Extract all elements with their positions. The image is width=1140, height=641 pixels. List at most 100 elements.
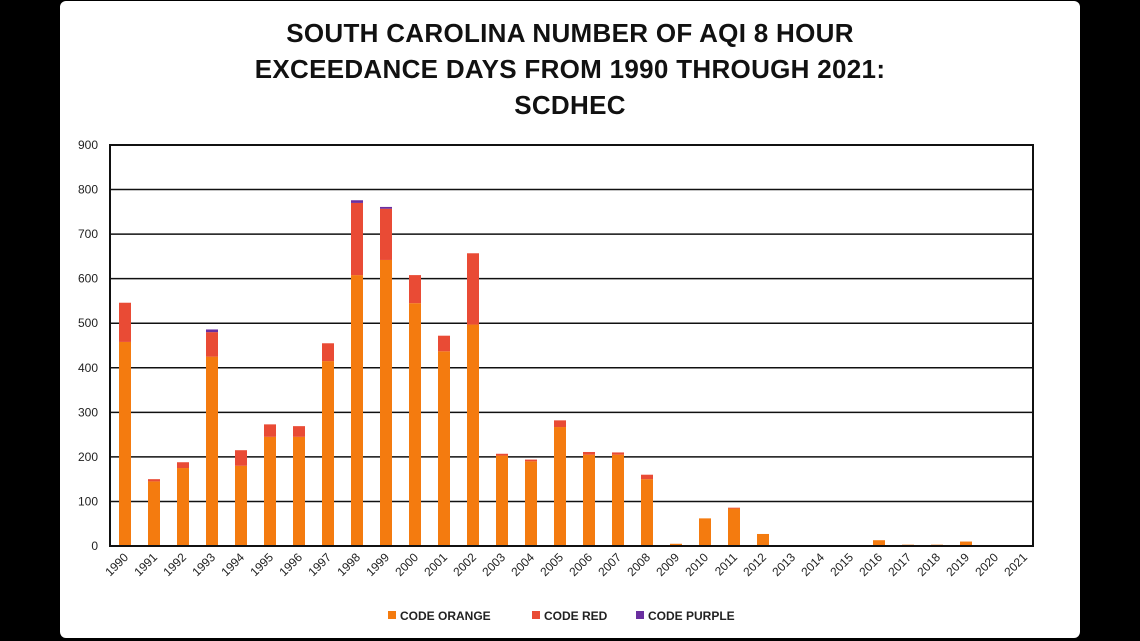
x-tick-label: 2014 — [798, 550, 827, 579]
bar-segment — [409, 303, 421, 546]
x-tick-label: 1997 — [305, 550, 334, 579]
bar-segment — [641, 474, 653, 480]
x-tick-label: 2019 — [943, 550, 972, 579]
bar-segment — [351, 275, 363, 546]
bar-segment — [380, 259, 392, 546]
y-tick-label: 500 — [78, 316, 98, 330]
bar-segment — [670, 543, 682, 546]
bar-segment — [235, 450, 247, 466]
bar-segment — [583, 451, 595, 455]
x-tick-label: 2013 — [769, 550, 798, 579]
x-tick-label: 1991 — [131, 550, 160, 579]
x-tick-label: 2020 — [972, 550, 1001, 579]
bar-segment — [293, 436, 305, 546]
chart-card: SOUTH CAROLINA NUMBER OF AQI 8 HOUR EXCE… — [60, 1, 1080, 638]
bar-segment — [467, 253, 479, 325]
bar-segment — [496, 453, 508, 456]
x-tick-label: 1998 — [334, 550, 363, 579]
y-tick-label: 100 — [78, 494, 98, 508]
bar-segment — [554, 427, 566, 546]
x-tick-label: 1993 — [189, 550, 218, 579]
bar-segment — [206, 329, 218, 333]
legend-label: CODE PURPLE — [648, 609, 735, 623]
legend: CODE ORANGE CODE RED CODE PURPLE — [388, 609, 735, 623]
x-tick-label: 2012 — [740, 550, 769, 579]
x-tick-label: 1999 — [363, 550, 392, 579]
bar-segment — [264, 424, 276, 437]
bar-segment — [293, 426, 305, 437]
bar-segment — [177, 468, 189, 546]
x-tick-label: 1995 — [247, 550, 276, 579]
y-tick-label: 400 — [78, 361, 98, 375]
bar-segment — [438, 335, 450, 352]
y-tick-label: 900 — [78, 138, 98, 152]
bar-segment — [119, 341, 131, 546]
bar-segment — [206, 356, 218, 546]
bar-segment — [728, 507, 740, 509]
x-tick-label: 2007 — [595, 550, 624, 579]
bar-segment — [554, 420, 566, 428]
bar-segment — [873, 540, 885, 546]
legend-swatch — [636, 611, 644, 619]
x-tick-label: 2015 — [827, 550, 856, 579]
bar-segment — [322, 343, 334, 362]
x-tick-label: 1996 — [276, 550, 305, 579]
x-tick-label: 2004 — [508, 550, 537, 579]
bar-segment — [728, 508, 740, 546]
legend-swatch — [532, 611, 540, 619]
y-tick-label: 200 — [78, 450, 98, 464]
bar-segment — [322, 361, 334, 546]
bar-segment — [119, 302, 131, 342]
bar-segment — [351, 202, 363, 276]
y-tick-label: 800 — [78, 183, 98, 197]
chart-title-line-1: SOUTH CAROLINA NUMBER OF AQI 8 HOUR — [286, 18, 854, 48]
x-tick-label: 2016 — [856, 550, 885, 579]
x-tick-label: 2021 — [1001, 550, 1030, 579]
x-tick-label: 2017 — [885, 550, 914, 579]
chart-title: SOUTH CAROLINA NUMBER OF AQI 8 HOUR EXCE… — [60, 15, 1080, 123]
bar-segment — [467, 324, 479, 546]
bar-segment — [438, 351, 450, 546]
x-axis-ticks: 1990 1991 1992 1993 1994 1995 1996 1997 1998 1999… — [102, 550, 1030, 579]
x-tick-label: 2002 — [450, 550, 479, 579]
bar-segment — [612, 452, 624, 455]
y-axis-ticks: 0 100 200 300 400 500 600 700 800 900 — [78, 138, 98, 553]
x-tick-label: 2006 — [566, 550, 595, 579]
bar-segment — [641, 479, 653, 546]
bar-segment — [380, 208, 392, 260]
x-tick-label: 1990 — [102, 550, 131, 579]
bar-segment — [206, 332, 218, 357]
x-tick-label: 2008 — [624, 550, 653, 579]
bar-segment — [612, 454, 624, 546]
bar-segment — [380, 206, 392, 209]
chart-title-line-3: SCDHEC — [514, 90, 626, 120]
y-tick-label: 300 — [78, 405, 98, 419]
bar-segment — [960, 541, 972, 546]
x-tick-label: 2011 — [712, 550, 740, 578]
bar-segment — [496, 455, 508, 546]
y-tick-label: 600 — [78, 272, 98, 286]
bar-segment — [699, 518, 711, 546]
x-tick-label: 2000 — [392, 550, 421, 579]
bar-segment — [148, 481, 160, 546]
x-tick-label: 2001 — [421, 550, 450, 579]
bar-segment — [177, 462, 189, 469]
bar-segment — [525, 461, 537, 546]
chart-title-line-2: EXCEEDANCE DAYS FROM 1990 THROUGH 2021: — [254, 54, 886, 84]
gridlines — [110, 144, 1033, 547]
x-tick-label: 2018 — [914, 550, 943, 579]
bar-segment — [409, 275, 421, 304]
y-tick-label: 0 — [91, 539, 98, 553]
legend-swatch — [388, 611, 396, 619]
x-tick-label: 2005 — [537, 550, 566, 579]
x-tick-label: 2009 — [653, 550, 682, 579]
x-tick-label: 1992 — [160, 550, 189, 579]
legend-label: CODE ORANGE — [400, 609, 491, 623]
plot-frame — [109, 144, 1034, 547]
legend-label: CODE RED — [544, 609, 608, 623]
bar-segment — [351, 200, 363, 203]
x-tick-label: 2003 — [479, 550, 508, 579]
bar-segment — [757, 533, 769, 546]
y-tick-label: 700 — [78, 227, 98, 241]
